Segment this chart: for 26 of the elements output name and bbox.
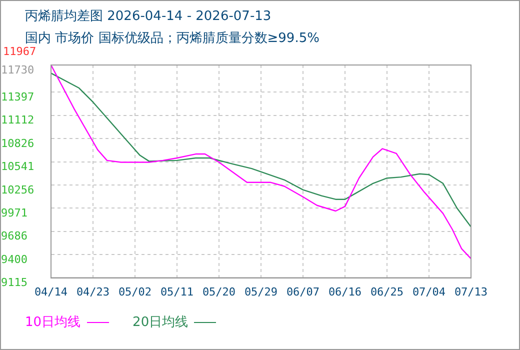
chart-subtitle: 国内 市场价 国标优级品；丙烯腈质量分数≥99.5%	[25, 30, 320, 46]
x-tick-label: 05/20	[202, 285, 236, 298]
legend-label: 20日均线	[132, 314, 190, 331]
legend-label: 10日均线	[25, 314, 82, 331]
y-tick-label: 10256	[1, 183, 34, 196]
x-tick-label: 06/25	[370, 285, 404, 298]
x-tick-label: 04/23	[76, 285, 110, 298]
x-tick-label: 06/07	[286, 285, 320, 298]
x-tick-label: 05/02	[118, 285, 152, 298]
chart-title: 丙烯腈均差图 2026-04-14 - 2026-07-13	[25, 8, 272, 25]
x-tick-label: 07/13	[454, 285, 488, 298]
y-tick-label: 11397	[1, 90, 34, 104]
y-tick-label: 9686	[1, 230, 28, 243]
x-tick-label: 05/29	[244, 285, 278, 298]
x-tick-label: 06/16	[328, 285, 362, 298]
y-tick-label: 11730	[1, 63, 34, 76]
y-tick-label: 9115	[1, 276, 28, 290]
y-tick-label: 9971	[1, 206, 28, 220]
y-tick-label: 10541	[1, 160, 34, 174]
y-tick-label: 9400	[1, 252, 28, 266]
x-tick-label: 07/04	[412, 285, 446, 298]
y-tick-label: 10826	[1, 136, 34, 150]
text: 11967	[3, 45, 36, 58]
y-tick-label: 11112	[1, 114, 34, 127]
x-tick-label: 04/14	[34, 285, 68, 298]
x-tick-label: 05/11	[160, 285, 194, 298]
